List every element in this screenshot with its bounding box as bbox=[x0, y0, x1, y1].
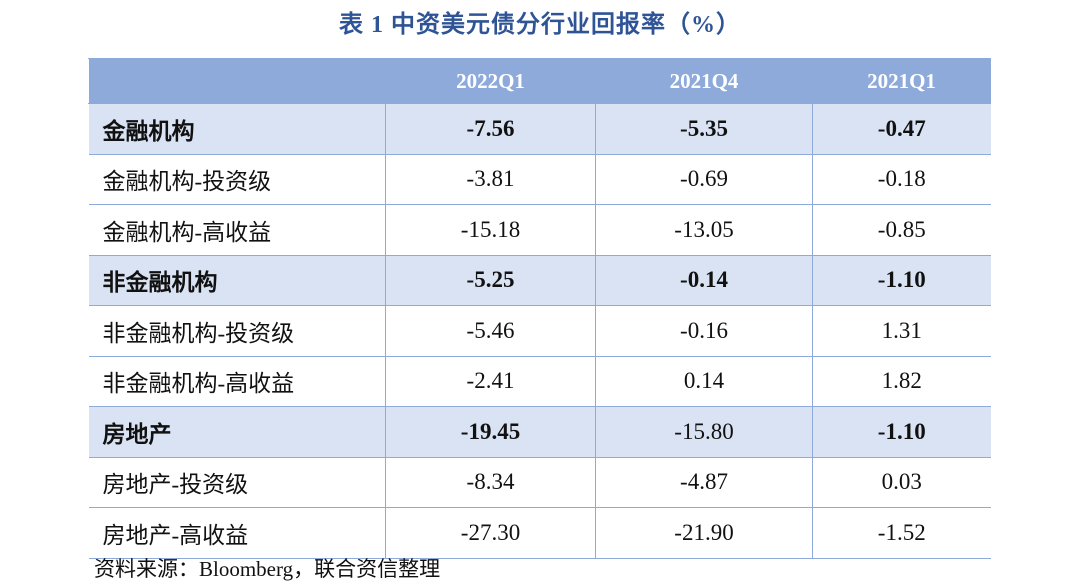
row-label: 非金融机构-高收益 bbox=[88, 355, 386, 407]
value-cell: -15.18 bbox=[385, 204, 596, 256]
header-row: 2022Q1 2021Q4 2021Q1 bbox=[88, 58, 991, 104]
row-label: 金融机构-高收益 bbox=[88, 204, 386, 256]
table-row: 金融机构 -7.56 -5.35 -0.47 bbox=[88, 103, 991, 155]
row-label: 非金融机构 bbox=[88, 254, 386, 306]
value-cell: -0.47 bbox=[812, 103, 991, 155]
table-row: 房地产-投资级 -8.34 -4.87 0.03 bbox=[88, 456, 991, 508]
value-cell: -5.25 bbox=[385, 254, 596, 306]
value-cell: -7.56 bbox=[385, 103, 596, 155]
row-label: 房地产 bbox=[88, 406, 386, 458]
value-cell: -0.16 bbox=[595, 305, 813, 357]
table-row: 非金融机构-投资级 -5.46 -0.16 1.31 bbox=[88, 305, 991, 357]
table-row: 房地产-高收益 -27.30 -21.90 -1.52 bbox=[88, 507, 991, 559]
table-row: 非金融机构-高收益 -2.41 0.14 1.82 bbox=[88, 355, 991, 407]
table-row: 非金融机构 -5.25 -0.14 -1.10 bbox=[88, 254, 991, 306]
column-header: 2021Q4 bbox=[595, 58, 813, 104]
value-cell: -13.05 bbox=[595, 204, 813, 256]
row-label: 金融机构 bbox=[88, 103, 386, 155]
value-cell: 0.14 bbox=[595, 355, 813, 407]
returns-table: 2022Q1 2021Q4 2021Q1 金融机构 -7.56 -5.35 -0.47 金融… bbox=[88, 58, 991, 559]
value-cell: -1.10 bbox=[812, 254, 991, 306]
table-row: 金融机构-投资级 -3.81 -0.69 -0.18 bbox=[88, 153, 991, 205]
table-title: 表 1 中资美元债分行业回报率（%） bbox=[339, 12, 741, 38]
value-cell: -0.85 bbox=[812, 204, 991, 256]
table-row: 房地产 -19.45 -15.80 -1.10 bbox=[88, 406, 991, 458]
value-cell: -3.81 bbox=[385, 153, 596, 205]
value-cell: -0.18 bbox=[812, 153, 991, 205]
row-label: 房地产-投资级 bbox=[88, 456, 386, 508]
value-cell: -4.87 bbox=[595, 456, 813, 508]
value-cell: -15.80 bbox=[595, 406, 813, 458]
value-cell: -0.14 bbox=[595, 254, 813, 306]
corner-cell bbox=[88, 58, 386, 104]
value-cell: -2.41 bbox=[385, 355, 596, 407]
table-body: 金融机构 -7.56 -5.35 -0.47 金融机构-投资级 -3.81 -0.69 -0.… bbox=[88, 103, 991, 559]
value-cell: -5.35 bbox=[595, 103, 813, 155]
value-cell: -1.52 bbox=[812, 507, 991, 559]
row-label: 房地产-高收益 bbox=[88, 507, 386, 559]
value-cell: -21.90 bbox=[595, 507, 813, 559]
value-cell: -1.10 bbox=[812, 406, 991, 458]
table-row: 金融机构-高收益 -15.18 -13.05 -0.85 bbox=[88, 204, 991, 256]
value-cell: -5.46 bbox=[385, 305, 596, 357]
row-label: 非金融机构-投资级 bbox=[88, 305, 386, 357]
value-cell: -19.45 bbox=[385, 406, 596, 458]
value-cell: -8.34 bbox=[385, 456, 596, 508]
value-cell: 1.31 bbox=[812, 305, 991, 357]
row-label: 金融机构-投资级 bbox=[88, 153, 386, 205]
column-header: 2021Q1 bbox=[812, 58, 991, 104]
column-header: 2022Q1 bbox=[385, 58, 596, 104]
value-cell: -0.69 bbox=[595, 153, 813, 205]
value-cell: -27.30 bbox=[385, 507, 596, 559]
value-cell: 1.82 bbox=[812, 355, 991, 407]
source-note: 资料来源：Bloomberg，联合资信整理 bbox=[94, 557, 441, 581]
value-cell: 0.03 bbox=[812, 456, 991, 508]
